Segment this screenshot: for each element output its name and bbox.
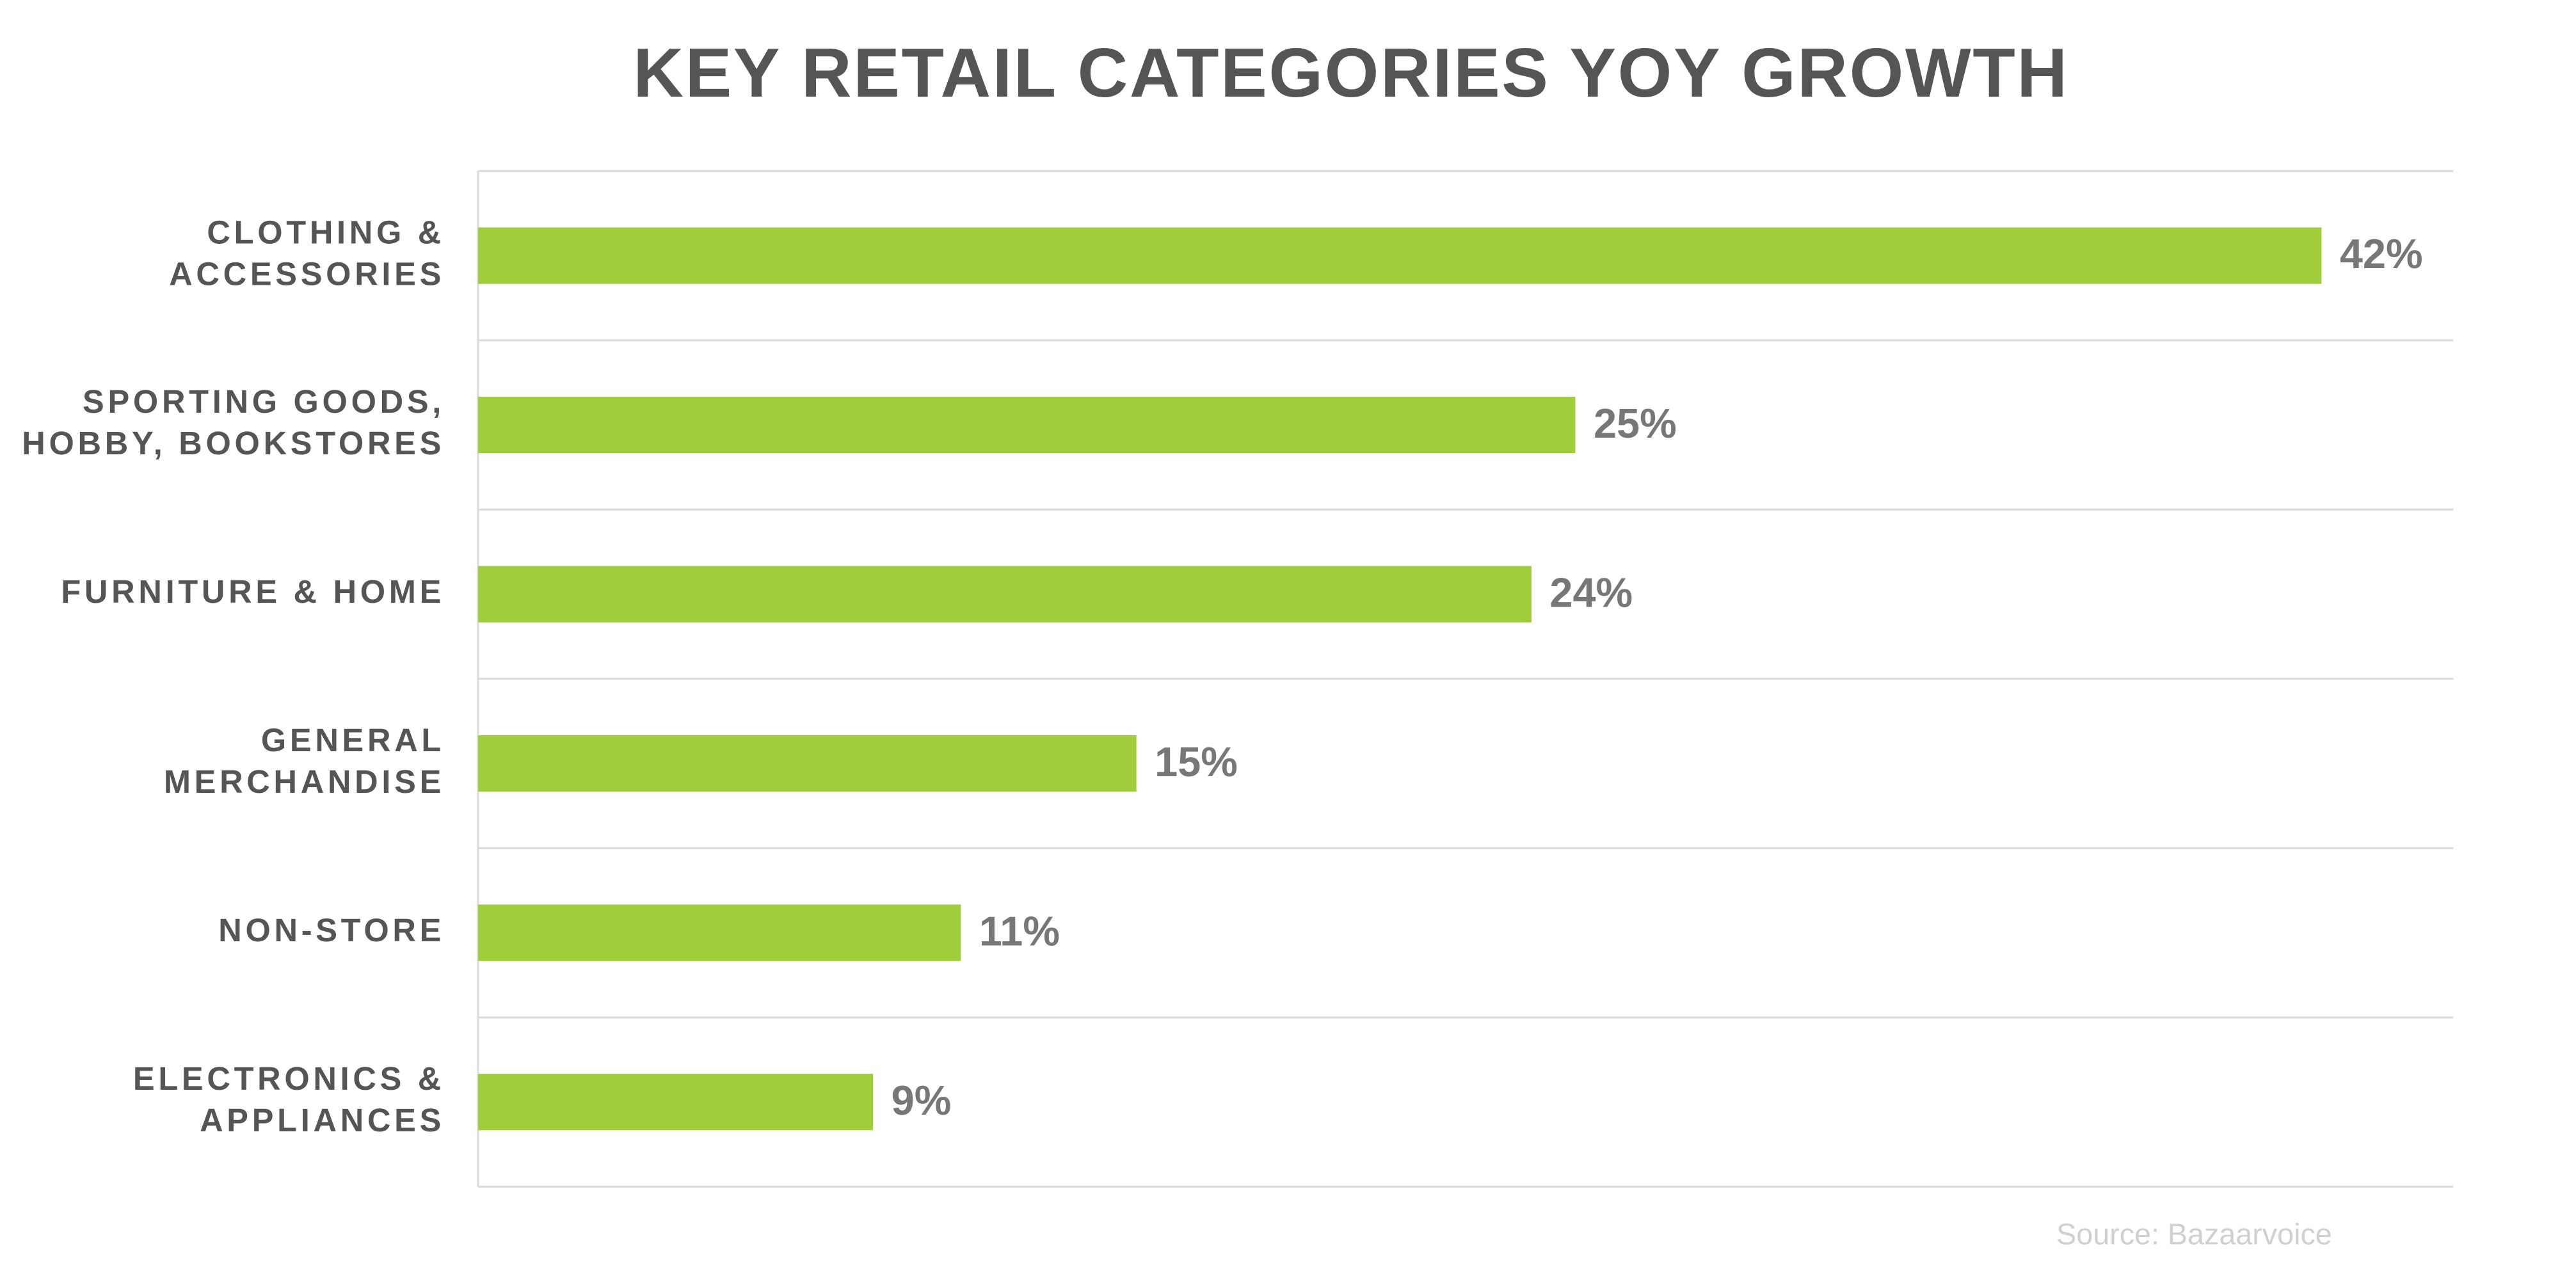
category-label: FURNITURE & HOME	[61, 573, 445, 610]
value-label: 24%	[1549, 569, 1633, 616]
bar	[477, 1074, 874, 1131]
bar	[477, 904, 961, 961]
category-label: HOBBY, BOOKSTORES	[22, 425, 445, 461]
chart-title: KEY RETAIL CATEGORIES YOY GROWTH	[633, 34, 2068, 112]
value-label: 11%	[979, 907, 1060, 954]
value-label: 9%	[892, 1077, 952, 1124]
category-label: CLOTHING &	[207, 214, 445, 250]
value-label: 25%	[1594, 400, 1677, 447]
category-label: GENERAL	[261, 722, 445, 758]
category-label: ACCESSORIES	[169, 255, 445, 292]
category-label: MERCHANDISE	[164, 763, 445, 800]
bar	[477, 735, 1137, 792]
source-note: Source: Bazaarvoice	[2056, 1218, 2332, 1251]
value-label: 42%	[2340, 230, 2423, 277]
bar	[477, 227, 2322, 284]
category-label: ELECTRONICS &	[133, 1060, 445, 1097]
value-label: 15%	[1155, 738, 1238, 785]
category-label: SPORTING GOODS,	[83, 383, 445, 420]
bar	[477, 566, 1532, 623]
category-label: NON-STORE	[218, 912, 445, 948]
bar	[477, 396, 1576, 454]
category-label: APPLIANCES	[200, 1102, 445, 1138]
